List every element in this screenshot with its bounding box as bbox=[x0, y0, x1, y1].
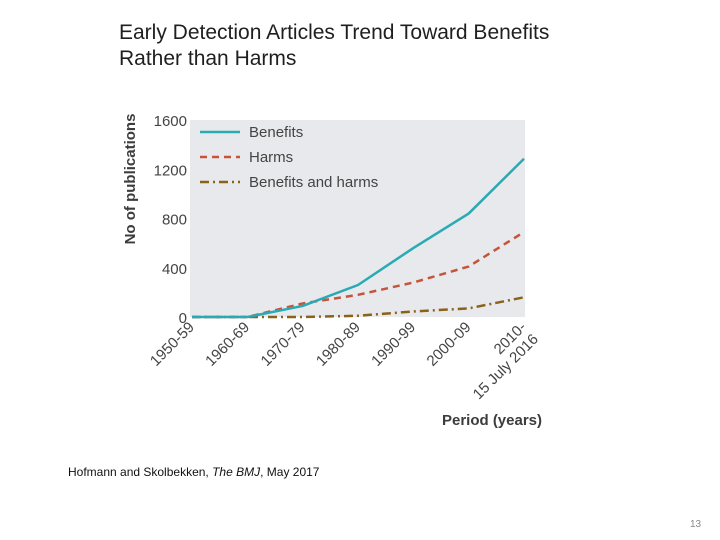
series-line bbox=[192, 296, 525, 319]
legend-label: Benefits bbox=[249, 124, 303, 141]
x-tick-label: 2000-09 bbox=[424, 319, 475, 370]
y-tick-label: 1600 bbox=[154, 113, 187, 130]
y-axis-label: No of publications bbox=[122, 114, 139, 245]
x-tick-label: 1990-99 bbox=[368, 319, 419, 370]
y-tick-label: 400 bbox=[162, 261, 187, 278]
legend-label: Harms bbox=[249, 149, 293, 166]
y-tick-label: 1200 bbox=[154, 162, 187, 179]
legend: Benefits Harms Benefits and harms bbox=[200, 124, 378, 191]
caption-date: , May 2017 bbox=[260, 465, 320, 479]
x-axis-label: Period (years) bbox=[442, 412, 542, 429]
x-tick-label: 1970-79 bbox=[258, 319, 309, 370]
y-tick-label: 800 bbox=[162, 212, 187, 229]
y-tick-label: 0 bbox=[179, 310, 187, 327]
x-tick-label-line: 1970-79 bbox=[258, 319, 309, 370]
x-tick-label-line: 1960-69 bbox=[202, 319, 253, 370]
series-line bbox=[192, 157, 525, 319]
x-tick-label: 1950-59 bbox=[147, 319, 198, 370]
x-tick-label: 1980-89 bbox=[313, 319, 364, 370]
caption-journal: The BMJ bbox=[212, 465, 261, 479]
x-tick-label: 1960-69 bbox=[202, 319, 253, 370]
legend-label: Benefits and harms bbox=[249, 174, 378, 191]
x-tick-label-line: 1990-99 bbox=[368, 319, 419, 370]
caption-authors: Hofmann and Skolbekken, bbox=[68, 465, 213, 479]
x-tick-label-line: 1950-59 bbox=[147, 319, 198, 370]
y-axis-ticks: 0 400 800 1200 1600 bbox=[154, 113, 187, 327]
slide-title-line-1: Early Detection Articles Trend Toward Be… bbox=[119, 21, 550, 44]
x-tick-label-line: 1980-89 bbox=[313, 319, 364, 370]
slide-title: Early Detection Articles Trend Toward Be… bbox=[119, 20, 699, 72]
slide-title-line-2: Rather than Harms bbox=[119, 47, 297, 70]
series-line bbox=[192, 230, 525, 319]
page-number: 13 bbox=[690, 519, 702, 530]
source-caption: Hofmann and Skolbekken, The BMJ, May 201… bbox=[68, 465, 319, 479]
plot-background bbox=[190, 120, 525, 317]
x-tick-label-line: 2000-09 bbox=[424, 319, 475, 370]
series-lines bbox=[192, 157, 525, 319]
x-axis-ticks: 1950-59 1960-69 1970-79 1980-89 1990-99 2000-… bbox=[147, 319, 542, 403]
